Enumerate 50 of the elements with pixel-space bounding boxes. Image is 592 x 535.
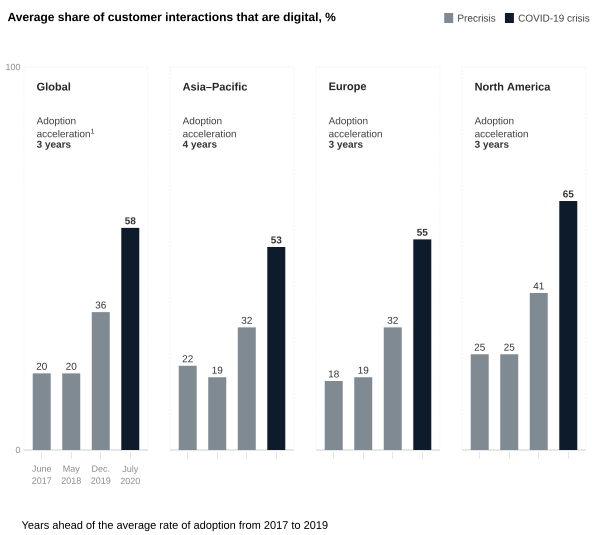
text: Adoption acceleration	[182, 116, 236, 138]
text: Global	[37, 82, 70, 91]
x-tick-label: Dec. 2019	[91, 466, 110, 484]
data-label: 19	[212, 366, 222, 374]
data-label: 25	[504, 344, 514, 351]
bar	[354, 377, 372, 450]
data-label: 41	[533, 282, 544, 290]
annotation: Adoption acceleration$^{1}$	[36, 116, 94, 138]
data-label: 20	[36, 362, 47, 370]
y-tick-label: 100	[6, 64, 20, 70]
chart-title: Asia–Pacific	[182, 82, 248, 91]
bar	[384, 327, 402, 450]
data-label: 32	[388, 316, 398, 324]
bar	[62, 373, 80, 450]
legend-label: Precrisis	[458, 14, 496, 22]
x-tick-label: May 2018	[62, 466, 81, 484]
data-label: 55	[417, 228, 428, 236]
legend-label: COVID-19 crisis	[518, 14, 590, 22]
y-tick-label: 0	[16, 446, 20, 454]
bar	[178, 366, 197, 450]
data-label: 53	[271, 236, 282, 244]
chart-title: Europe	[329, 82, 366, 92]
bar	[121, 228, 140, 450]
data-label: 58	[125, 217, 136, 224]
bar	[413, 239, 432, 450]
bar	[32, 373, 51, 450]
data-label: 20	[66, 362, 76, 370]
bar	[208, 377, 226, 450]
chart-title: North America	[475, 82, 550, 91]
bar	[324, 381, 343, 450]
data-label: 25	[474, 344, 485, 351]
x-tick-label: July 2020	[120, 466, 140, 484]
text: Adoption acceleration	[328, 116, 382, 138]
x-tick-label: June 2017	[32, 466, 52, 484]
text: 3 years	[328, 140, 363, 150]
bar	[92, 312, 110, 450]
text: Average share of customer interactions that are digital, %	[8, 12, 336, 24]
annotation: 3 years	[36, 140, 71, 150]
text: Years ahead of the average rate of adoption from 2017 to 2019	[22, 520, 328, 532]
text: 3 years	[474, 140, 509, 150]
data-label: 22	[182, 355, 193, 362]
text: Adoption acceleration	[474, 116, 528, 138]
text: 4 years	[182, 140, 217, 150]
data-label: 19	[358, 366, 368, 374]
bar	[267, 247, 286, 450]
data-label: 65	[563, 190, 574, 198]
data-label: 32	[242, 316, 252, 324]
data-label: 36	[96, 302, 106, 309]
data-label: 18	[328, 370, 339, 378]
bar	[238, 327, 256, 450]
